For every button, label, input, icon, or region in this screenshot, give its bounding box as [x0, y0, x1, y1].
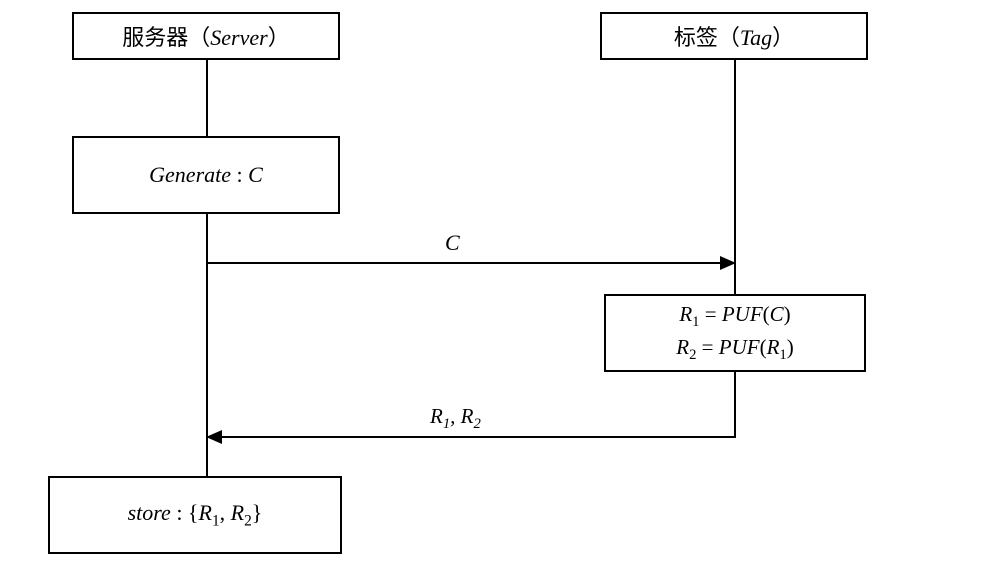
tag-label: 标签（Tag） [674, 20, 794, 52]
server-header-box: 服务器（Server） [72, 12, 340, 60]
puf-line-2: R2 = PUF(R1) [676, 333, 794, 366]
c-arrow-label: C [445, 230, 460, 256]
generate-text: Generate : C [149, 162, 263, 188]
c-arrow-head [720, 256, 736, 270]
puf-box: R1 = PUF(C) R2 = PUF(R1) [604, 294, 866, 372]
store-text: store : {R1, R2} [128, 500, 263, 530]
server-lifeline-1 [206, 60, 208, 136]
tag-lifeline-2 [734, 372, 736, 438]
puf-line-1: R1 = PUF(C) [679, 300, 790, 333]
r-arrow-line [220, 436, 736, 438]
c-arrow-line [206, 262, 722, 264]
sequence-diagram: 服务器（Server） 标签（Tag） Generate : C C R1 = … [0, 0, 1000, 588]
store-box: store : {R1, R2} [48, 476, 342, 554]
server-label: 服务器（Server） [122, 20, 289, 52]
r-arrow-label: R1, R2 [430, 404, 481, 433]
r-arrow-head [206, 430, 222, 444]
tag-header-box: 标签（Tag） [600, 12, 868, 60]
generate-box: Generate : C [72, 136, 340, 214]
